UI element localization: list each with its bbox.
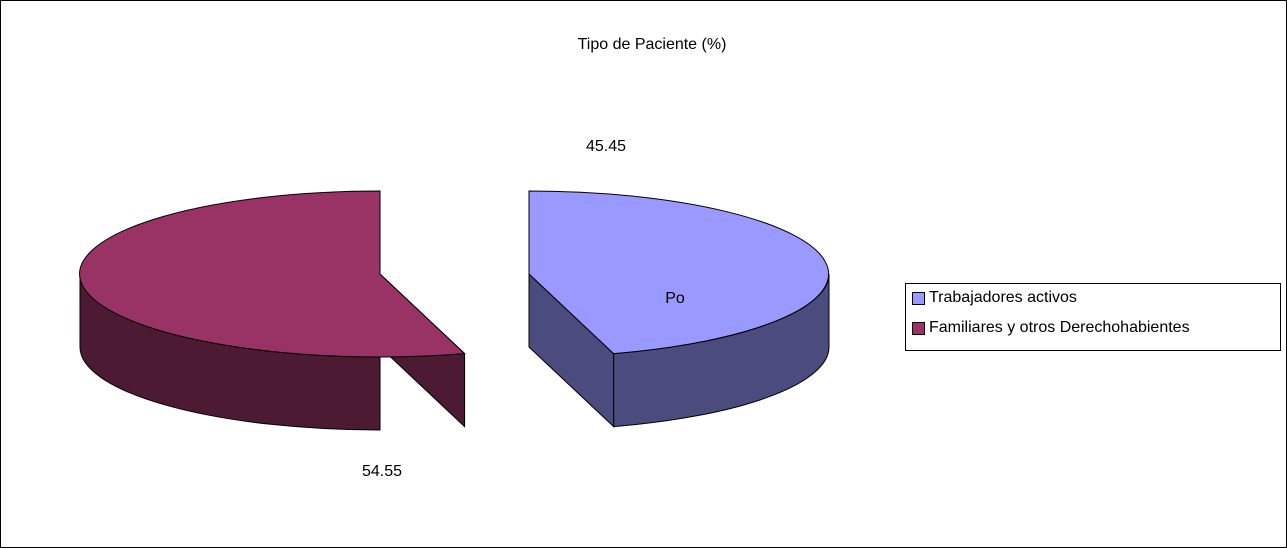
legend-label-trabajadores: Trabajadores activos xyxy=(929,289,1077,306)
legend-swatch-familiares xyxy=(912,321,925,335)
slice-familiares xyxy=(79,190,466,358)
data-label-familiares: 54.55 xyxy=(362,463,402,480)
slice-text: Po xyxy=(665,290,685,307)
pie-slices xyxy=(79,190,830,431)
legend-item-trabajadores: Trabajadores activos xyxy=(912,287,1077,309)
slice-trabajadores xyxy=(528,190,830,355)
data-label-trabajadores: 45.45 xyxy=(586,138,626,155)
legend: Trabajadores activos Familiares y otros … xyxy=(905,283,1281,351)
legend-swatch-trabajadores xyxy=(912,291,925,305)
legend-item-familiares: Familiares y otros Derechohabientes xyxy=(912,317,1190,339)
legend-label-familiares: Familiares y otros Derechohabientes xyxy=(929,319,1190,336)
chart-title: Tipo de Paciente (%) xyxy=(578,36,727,53)
